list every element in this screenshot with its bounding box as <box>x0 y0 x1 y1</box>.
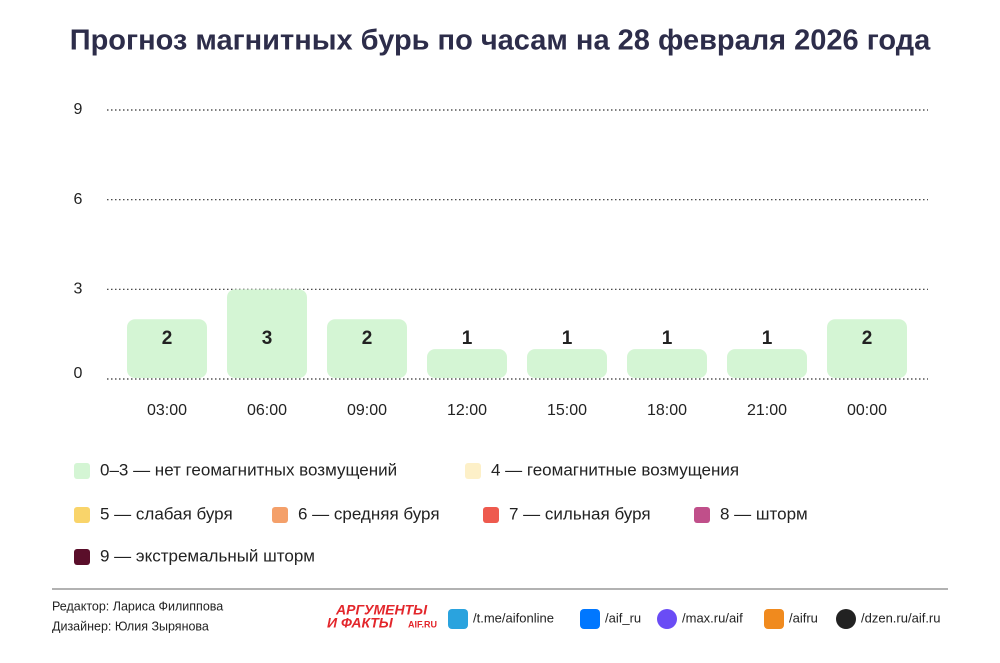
bar <box>827 319 907 378</box>
value-label: 2 <box>362 328 373 349</box>
x-tick-label: 06:00 <box>247 402 287 419</box>
x-tick-label: 09:00 <box>347 402 387 419</box>
legend-swatch <box>74 507 90 523</box>
legend-label: 7 — сильная буря <box>509 504 651 523</box>
logo-line: И ФАКТЫ <box>327 615 394 631</box>
social-link: /t.me/aifonline <box>473 610 554 625</box>
legend-label: 9 — экстремальный шторм <box>100 546 315 565</box>
social-icon <box>657 609 677 629</box>
editor: Редактор: Лариса Филиппова <box>52 599 223 613</box>
value-label: 1 <box>462 328 473 349</box>
legend-swatch <box>74 549 90 565</box>
social-icon <box>764 609 784 629</box>
x-tick-label: 21:00 <box>747 402 787 419</box>
bar <box>327 319 407 378</box>
legend-label: 0–3 — нет геомагнитных возмущений <box>100 460 397 479</box>
y-tick-label: 6 <box>74 191 83 208</box>
social-icon <box>580 609 600 629</box>
x-tick-label: 03:00 <box>147 402 187 419</box>
y-tick-label: 0 <box>74 365 83 382</box>
legend-label: 5 — слабая буря <box>100 504 233 523</box>
logo-line: АРГУМЕНТЫ <box>335 602 428 618</box>
social-link: /dzen.ru/aif.ru <box>861 610 941 625</box>
legend-label: 8 — шторм <box>720 504 808 523</box>
bar <box>527 349 607 378</box>
legend-swatch <box>272 507 288 523</box>
x-tick-label: 00:00 <box>847 402 887 419</box>
bar <box>127 319 207 378</box>
value-label: 3 <box>262 328 273 349</box>
social-icon <box>448 609 468 629</box>
social-link: /aif_ru <box>605 610 641 625</box>
legend-label: 6 — средняя буря <box>298 504 440 523</box>
x-tick-label: 18:00 <box>647 402 687 419</box>
bar <box>727 349 807 378</box>
chart-title: Прогноз магнитных бурь по часам на 28 фе… <box>70 25 931 57</box>
y-tick-label: 3 <box>74 281 83 298</box>
legend-swatch <box>694 507 710 523</box>
bar <box>627 349 707 378</box>
legend-label: 4 — геомагнитные возмущения <box>491 460 739 479</box>
logo-line: AIF.RU <box>408 619 437 629</box>
legend-swatch <box>483 507 499 523</box>
bar <box>227 289 307 378</box>
legend-swatch <box>74 463 90 479</box>
y-tick-label: 9 <box>74 101 83 118</box>
bar <box>427 349 507 378</box>
designer: Дизайнер: Юлия Зырянова <box>52 619 209 633</box>
legend-swatch <box>465 463 481 479</box>
value-label: 1 <box>762 328 773 349</box>
x-tick-label: 12:00 <box>447 402 487 419</box>
value-label: 1 <box>562 328 573 349</box>
social-icon <box>836 609 856 629</box>
social-link: /max.ru/aif <box>682 610 743 625</box>
social-link: /aifru <box>789 610 818 625</box>
value-label: 1 <box>662 328 673 349</box>
value-label: 2 <box>862 328 873 349</box>
x-tick-label: 15:00 <box>547 402 587 419</box>
value-label: 2 <box>162 328 173 349</box>
